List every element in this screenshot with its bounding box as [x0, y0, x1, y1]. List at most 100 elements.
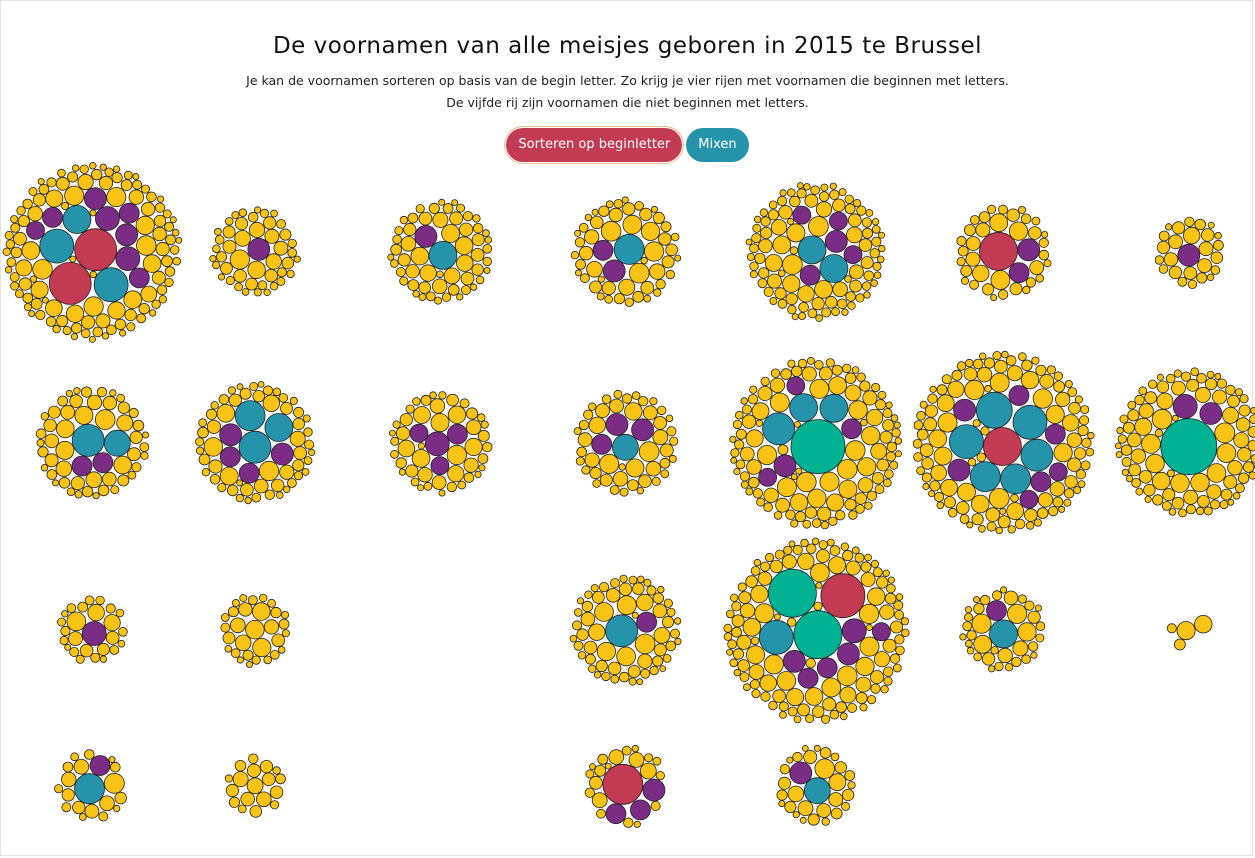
name-bubble-yellow[interactable] [1114, 442, 1122, 450]
name-bubble-yellow[interactable] [989, 213, 1009, 233]
name-bubble-yellow[interactable] [739, 471, 751, 482]
name-bubble-yellow[interactable] [64, 643, 72, 651]
name-bubble-purple[interactable] [789, 761, 813, 785]
name-bubble-yellow[interactable] [1053, 371, 1064, 381]
name-bubble-yellow[interactable] [813, 601, 823, 611]
name-bubble-yellow[interactable] [451, 199, 459, 207]
name-bubble-yellow[interactable] [583, 640, 598, 655]
name-bubble-yellow[interactable] [861, 281, 872, 291]
name-bubble-yellow[interactable] [1156, 373, 1164, 381]
name-bubble-yellow[interactable] [263, 619, 280, 635]
name-bubble-yellow[interactable] [443, 267, 461, 285]
name-bubble-yellow[interactable] [1242, 461, 1255, 473]
name-bubble-yellow[interactable] [169, 216, 177, 224]
name-bubble-yellow[interactable] [619, 574, 628, 583]
name-bubble-yellow[interactable] [245, 661, 253, 669]
name-bubble-yellow[interactable] [102, 395, 118, 411]
name-bubble-yellow[interactable] [286, 478, 297, 488]
name-bubble-yellow[interactable] [824, 295, 838, 309]
name-bubble-yellow[interactable] [1064, 475, 1078, 489]
name-bubble-yellow[interactable] [1197, 494, 1210, 508]
name-bubble-yellow[interactable] [79, 643, 94, 658]
name-bubble-yellow[interactable] [257, 380, 265, 388]
name-bubble-yellow[interactable] [13, 231, 27, 246]
name-bubble-yellow[interactable] [99, 795, 115, 812]
name-bubble-yellow[interactable] [1021, 654, 1031, 664]
name-bubble-yellow[interactable] [994, 359, 1008, 374]
name-bubble-yellow[interactable] [880, 685, 889, 694]
name-bubble-yellow[interactable] [972, 264, 990, 283]
name-bubble-yellow[interactable] [234, 634, 252, 652]
name-bubble-yellow[interactable] [209, 473, 221, 485]
name-bubble-yellow[interactable] [627, 479, 639, 492]
name-bubble-yellow[interactable] [777, 477, 797, 498]
name-bubble-green[interactable] [1160, 418, 1218, 476]
name-bubble-yellow[interactable] [222, 225, 236, 239]
name-bubble-yellow[interactable] [669, 436, 679, 446]
name-bubble-yellow[interactable] [790, 473, 798, 481]
name-bubble-yellow[interactable] [854, 552, 865, 563]
name-bubble-yellow[interactable] [661, 615, 675, 629]
name-bubble-yellow[interactable] [240, 791, 256, 807]
name-bubble-yellow[interactable] [987, 665, 996, 673]
name-bubble-yellow[interactable] [81, 328, 91, 339]
name-bubble-yellow[interactable] [634, 633, 656, 655]
name-bubble-yellow[interactable] [463, 457, 479, 473]
name-bubble-yellow[interactable] [585, 653, 596, 665]
name-bubble-yellow[interactable] [44, 453, 59, 468]
name-bubble-yellow[interactable] [966, 521, 974, 529]
name-bubble-yellow[interactable] [882, 638, 897, 653]
name-bubble-yellow[interactable] [224, 644, 233, 653]
name-bubble-yellow[interactable] [232, 771, 249, 788]
name-bubble-yellow[interactable] [756, 497, 766, 507]
name-bubble-yellow[interactable] [839, 686, 857, 704]
name-bubble-yellow[interactable] [263, 288, 271, 296]
name-bubble-yellow[interactable] [1227, 498, 1235, 506]
name-bubble-yellow[interactable] [829, 189, 840, 201]
name-bubble-yellow[interactable] [438, 489, 446, 497]
name-bubble-yellow[interactable] [753, 215, 762, 224]
name-bubble-yellow[interactable] [234, 282, 244, 292]
name-bubble-yellow[interactable] [1186, 504, 1197, 515]
name-bubble-yellow[interactable] [252, 390, 265, 403]
name-bubble-yellow[interactable] [763, 502, 773, 513]
name-bubble-yellow[interactable] [752, 488, 764, 499]
name-bubble-yellow[interactable] [803, 183, 811, 191]
name-bubble-yellow[interactable] [1115, 451, 1123, 459]
name-bubble-yellow[interactable] [805, 658, 816, 669]
name-bubble-yellow[interactable] [622, 202, 636, 216]
name-bubble-yellow[interactable] [576, 446, 587, 458]
name-bubble-yellow[interactable] [628, 677, 637, 686]
name-bubble-yellow[interactable] [265, 253, 282, 270]
name-bubble-yellow[interactable] [1206, 370, 1215, 379]
name-bubble-yellow[interactable] [1144, 391, 1158, 405]
name-bubble-purple[interactable] [89, 755, 111, 776]
name-bubble-purple[interactable] [783, 649, 806, 673]
name-bubble-yellow[interactable] [110, 761, 121, 773]
name-bubble-yellow[interactable] [1194, 386, 1211, 403]
name-bubble-yellow[interactable] [964, 224, 977, 237]
name-bubble-yellow[interactable] [871, 382, 881, 393]
name-bubble-yellow[interactable] [1024, 600, 1035, 611]
name-bubble-yellow[interactable] [849, 279, 862, 293]
name-bubble-purple[interactable] [1177, 243, 1201, 267]
name-bubble-yellow[interactable] [238, 208, 248, 218]
name-bubble-yellow[interactable] [774, 549, 785, 560]
name-bubble-yellow[interactable] [751, 233, 762, 244]
name-bubble-yellow[interactable] [1116, 426, 1124, 435]
name-bubble-yellow[interactable] [981, 652, 996, 666]
name-bubble-yellow[interactable] [981, 283, 995, 296]
name-bubble-yellow[interactable] [1225, 384, 1236, 396]
name-bubble-yellow[interactable] [407, 212, 419, 224]
name-bubble-yellow[interactable] [1020, 213, 1032, 225]
name-bubble-yellow[interactable] [213, 227, 222, 236]
name-bubble-yellow[interactable] [636, 575, 645, 584]
name-bubble-yellow[interactable] [638, 396, 649, 407]
name-bubble-yellow[interactable] [465, 419, 482, 436]
name-bubble-yellow[interactable] [847, 301, 856, 310]
name-bubble-yellow[interactable] [415, 204, 425, 214]
name-bubble-yellow[interactable] [70, 476, 85, 491]
name-bubble-yellow[interactable] [618, 278, 636, 296]
name-bubble-yellow[interactable] [804, 193, 819, 208]
name-bubble-yellow[interactable] [423, 481, 433, 491]
